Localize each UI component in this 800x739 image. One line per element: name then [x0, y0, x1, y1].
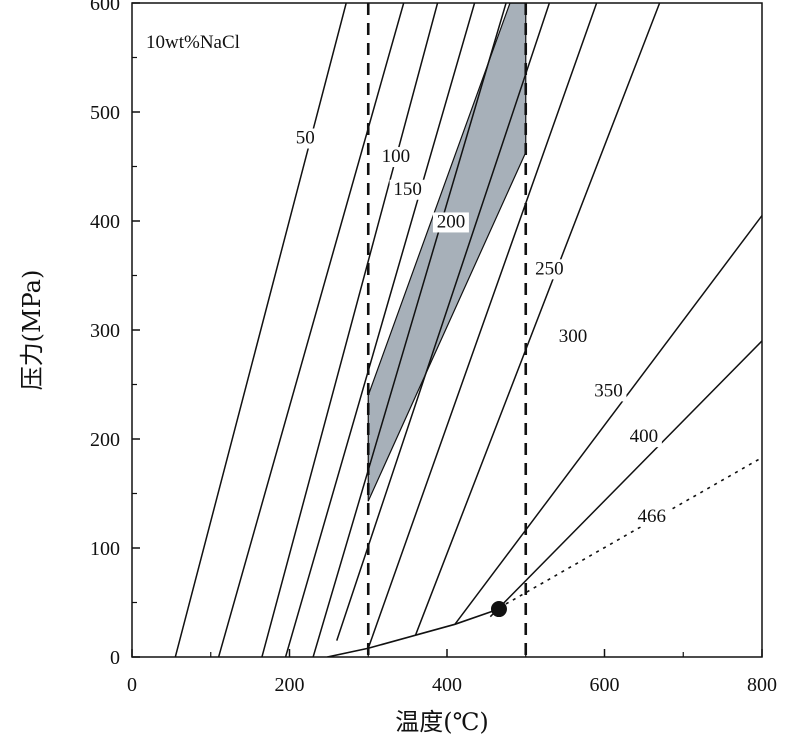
y-axis-title: 压力(MPa): [18, 270, 46, 391]
x-axis-title: 温度(℃): [395, 708, 489, 736]
isochore-line-250: [367, 3, 598, 649]
isochore-label-bg-200: [432, 212, 469, 233]
y-tick-label-0: 0: [110, 647, 120, 669]
isochore-label-400: 400: [630, 426, 659, 447]
axes: 10wt%NaCl 温度(℃) 压力(MPa) 0 200 400 600 800 0 10…: [18, 0, 777, 736]
saturation-curve: [327, 608, 500, 657]
isochore-line-50: [174, 3, 347, 657]
isochore-label-50: 50: [296, 128, 315, 149]
isochore-label-466: 466: [638, 506, 667, 527]
y-tick-label-600: 600: [90, 0, 120, 15]
y-tick-label-200: 200: [90, 429, 120, 451]
isochore-line-400: [489, 340, 762, 618]
isochore-line-unlabeled-5: [336, 3, 551, 641]
isochore-line-350: [454, 215, 762, 625]
isochore-label-bg-466: [633, 506, 670, 527]
x-tick-label-200: 200: [275, 674, 305, 696]
isochore-label-bg-350: [590, 381, 627, 402]
y-tick-label-300: 300: [90, 320, 120, 342]
isochore-label-bg-100: [377, 147, 414, 168]
isochore-line-unlabeled-4: [312, 3, 507, 657]
isochore-line-150: [261, 3, 439, 657]
isochore-line-300: [414, 3, 661, 636]
isochore-line-466: [498, 456, 762, 609]
isochore-label-250: 250: [535, 258, 564, 279]
x-tick-label-0: 0: [127, 674, 137, 696]
fluid-composition-label: 10wt%NaCl: [146, 32, 240, 53]
y-tick-label-400: 400: [90, 211, 120, 233]
isochore-label-bg-300: [555, 326, 591, 347]
y-tick-label-100: 100: [90, 538, 120, 560]
isochore-label-bg-150: [389, 179, 426, 200]
isochore-label-150: 150: [393, 179, 422, 200]
isochore-label-100: 100: [382, 146, 411, 167]
x-tick-label-400: 400: [432, 674, 462, 696]
isochore-label-bg-50: [292, 128, 319, 149]
isochore-line-100: [217, 3, 405, 657]
plot-frame: [131, 2, 763, 658]
isochore-label-bg-400: [625, 427, 662, 448]
isochore-label-200: 200: [437, 211, 466, 232]
x-tick-label-600: 600: [590, 674, 620, 696]
plot-area: 50 100 150 200 250 300 350 400 466: [174, 3, 762, 657]
y-tick-label-500: 500: [90, 102, 120, 124]
x-tick-label-800: 800: [747, 674, 777, 696]
isochore-line-200: [284, 3, 476, 657]
isochore-label-300: 300: [559, 326, 588, 347]
critical-point-marker: [490, 601, 507, 618]
isochore-label-350: 350: [594, 380, 623, 401]
isochore-label-bg-250: [531, 259, 568, 280]
